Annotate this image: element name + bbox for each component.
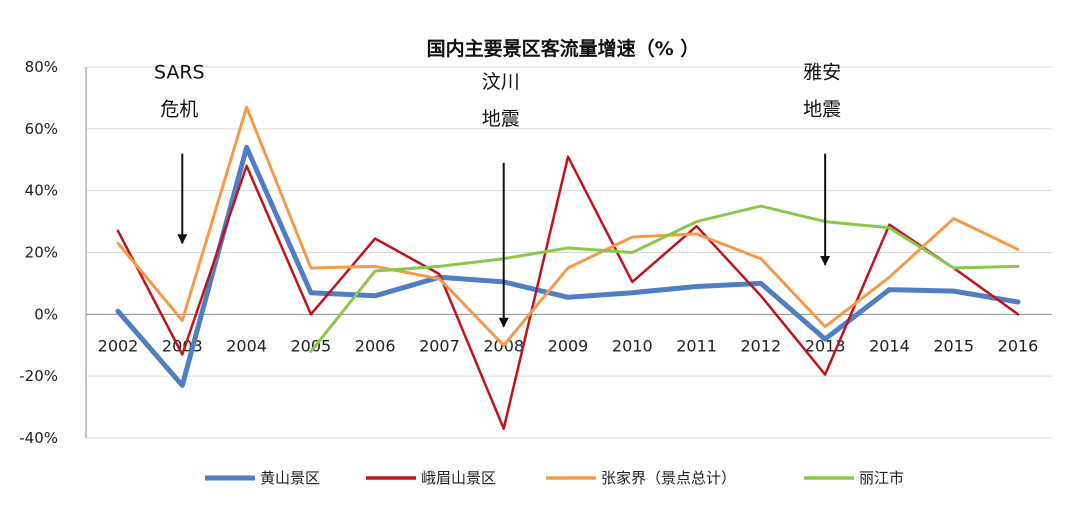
gridlines: [86, 66, 1052, 439]
x-tick-label: 2009: [548, 336, 589, 355]
x-tick-label: 2002: [98, 336, 139, 355]
x-tick-label: 2015: [933, 336, 974, 355]
annotation: SARS 危机: [154, 62, 205, 245]
annotation-text: 危机: [160, 99, 198, 121]
y-tick-label: 80%: [25, 58, 58, 76]
y-tick-label: -20%: [19, 367, 58, 385]
x-tick-label: 2004: [226, 336, 267, 355]
y-tick-label: 40%: [25, 182, 58, 200]
annotation-text: SARS: [154, 62, 205, 84]
series-line: [309, 204, 1020, 353]
x-tick-label: 2007: [419, 336, 460, 355]
chart-title: 国内主要景区客流量增速（% ）: [427, 37, 700, 60]
legend-label: 峨眉山景区: [421, 469, 496, 487]
legend-item: 张家界（景点总计）: [546, 469, 736, 487]
y-tick-label: -40%: [19, 429, 58, 447]
axes: [85, 67, 1052, 438]
annotation-text: 雅安: [803, 62, 841, 84]
x-tick-label: 2006: [355, 336, 396, 355]
legend-item: 峨眉山景区: [366, 469, 496, 487]
x-tick-label: 2010: [612, 336, 653, 355]
legend: 黄山景区 峨眉山景区 张家界（景点总计） 丽江市: [205, 469, 904, 487]
y-tick-label: 20%: [25, 244, 58, 262]
legend-label: 张家界（景点总计）: [601, 469, 736, 487]
legend-label: 黄山景区: [260, 469, 320, 487]
x-tick-label: 2012: [740, 336, 781, 355]
series-line: [116, 155, 1020, 430]
x-tick-label: 2016: [998, 336, 1039, 355]
y-tick-label: 0%: [34, 305, 58, 323]
legend-item: 黄山景区: [205, 469, 320, 487]
series-line: [115, 144, 1021, 388]
legend-label: 丽江市: [859, 469, 904, 487]
annotation-text: 汶川: [482, 71, 520, 93]
legend-item: 丽江市: [804, 469, 904, 487]
annotation-text: 地震: [803, 99, 841, 121]
x-axis-ticks: 2002 2003 2004 2005 2006 2007 2008 2009 2010 2011…: [98, 336, 1039, 355]
series-lines: [115, 105, 1021, 430]
y-tick-label: 60%: [25, 120, 58, 138]
x-tick-label: 2014: [869, 336, 910, 355]
series-line: [116, 105, 1020, 347]
y-axis-ticks: -40% -20% 0% 20% 40% 60% 80%: [19, 58, 58, 447]
x-tick-label: 2011: [676, 336, 717, 355]
annotation-text: 地震: [482, 108, 520, 130]
